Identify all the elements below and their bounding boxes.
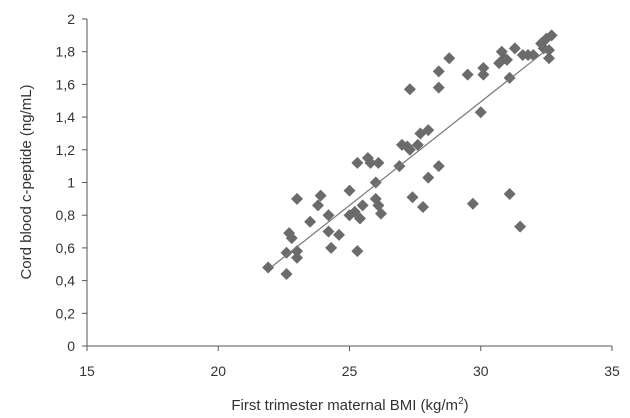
data-point [417, 201, 429, 214]
data-point [411, 138, 424, 151]
data-point [262, 261, 275, 274]
axes [82, 18, 613, 351]
trendline-group [270, 49, 547, 268]
y-tick-label: 0,6 [56, 240, 76, 256]
data-point [503, 187, 516, 200]
data-point [432, 160, 445, 173]
data-point [461, 68, 474, 81]
data-point [474, 106, 487, 119]
data-point [333, 228, 345, 241]
x-tick-label: 25 [342, 363, 358, 379]
data-point [514, 220, 527, 233]
y-tick-label: 1,6 [56, 76, 76, 92]
y-axis-title: Cord blood c-peptide (ng/mL) [18, 84, 35, 279]
data-point [403, 143, 416, 156]
x-tick-label: 15 [79, 363, 95, 379]
y-tick-label: 0,2 [56, 305, 76, 321]
data-point [314, 189, 327, 202]
data-point [375, 207, 387, 220]
data-point [372, 156, 385, 169]
data-point [356, 199, 369, 212]
data-point [477, 68, 490, 81]
y-tick-label: 0,8 [56, 207, 76, 223]
data-point [422, 124, 435, 137]
data-point [432, 81, 445, 94]
x-tick-label: 35 [604, 363, 620, 379]
data-point [443, 52, 456, 65]
data-point [477, 62, 490, 75]
data-point [325, 241, 338, 254]
data-point [543, 44, 555, 57]
x-tick-label: 30 [473, 363, 489, 379]
x-axis-title-sup: 2 [458, 396, 464, 407]
data-point [508, 42, 521, 55]
data-point [403, 83, 416, 96]
x-axis-title-tail: ) [464, 397, 469, 414]
data-point [545, 29, 558, 42]
y-tick-label: 0 [67, 338, 75, 354]
x-axis-title-main: First trimester maternal BMI (kg/m [231, 397, 458, 414]
data-point [432, 65, 445, 78]
x-tick-label: 20 [210, 363, 226, 379]
y-tick-label: 0,4 [56, 273, 76, 289]
y-tick-label: 1,2 [56, 142, 76, 158]
y-tick-label: 1,4 [56, 109, 76, 125]
y-tick-label: 2 [67, 11, 75, 27]
data-point [369, 176, 382, 189]
data-point [280, 268, 293, 281]
x-axis-title: First trimester maternal BMI (kg/m2) [231, 396, 468, 414]
data-point [422, 171, 435, 184]
data-point [322, 209, 335, 222]
data-point [406, 191, 419, 204]
data-point [364, 156, 377, 169]
trendline [270, 49, 547, 268]
data-point [285, 232, 298, 245]
data-point [304, 215, 317, 228]
data-point [312, 199, 324, 212]
data-point [543, 52, 555, 65]
data-point [322, 225, 335, 238]
data-point [501, 53, 513, 66]
data-point [351, 245, 364, 258]
data-point [354, 212, 366, 225]
data-point [280, 246, 293, 259]
y-tick-label: 1 [67, 175, 75, 191]
y-tick-label: 1,8 [56, 44, 76, 60]
data-point [291, 251, 303, 264]
data-point [466, 197, 479, 210]
data-point [291, 245, 303, 258]
data-point [351, 156, 364, 169]
data-point [291, 192, 303, 205]
tick-labels: 0 0,2 0,4 0,6 0,8 1 1,2 1,4 1,6 1,8 2 15 20 25 30 35 [56, 11, 620, 379]
data-points [262, 29, 558, 281]
data-point [343, 184, 356, 197]
